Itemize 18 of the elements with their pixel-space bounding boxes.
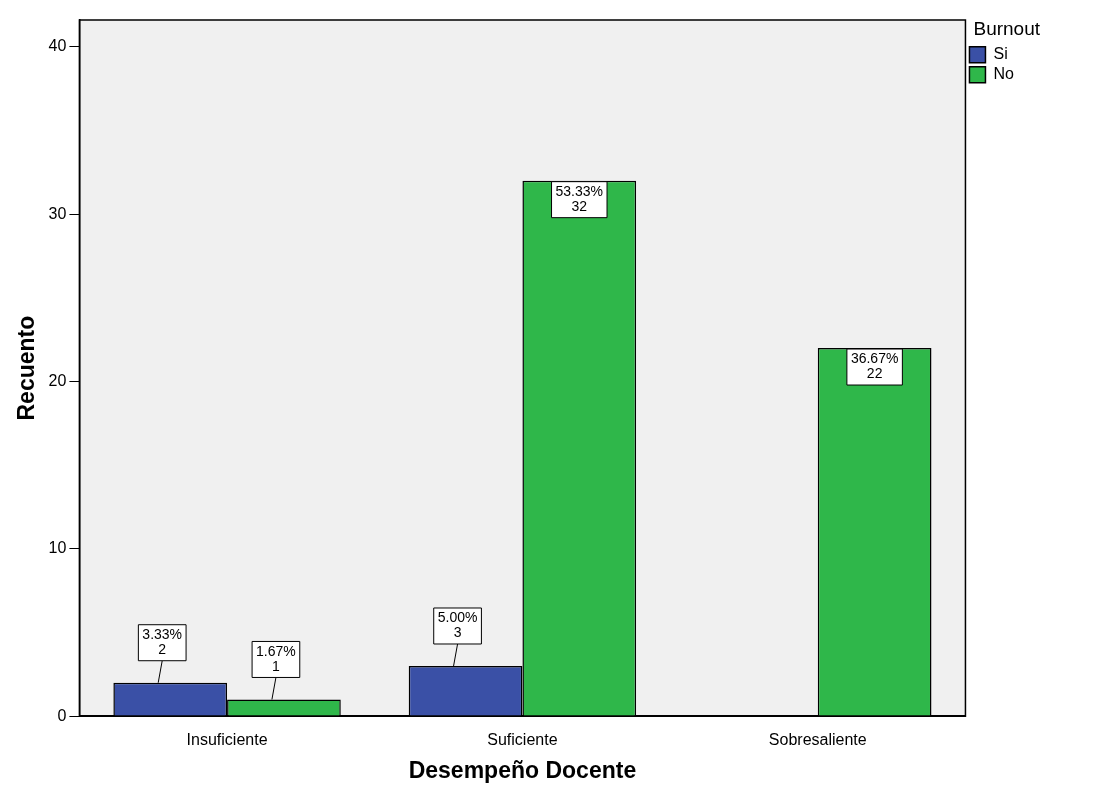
- legend-label: No: [993, 65, 1015, 83]
- data-label: 36.67% 22: [850, 350, 899, 382]
- legend-title: Burnout: [973, 17, 1041, 39]
- data-label: 5.00% 3: [437, 609, 478, 641]
- y-axis-title: Recuento: [13, 315, 40, 421]
- data-label: 53.33% 32: [555, 183, 604, 215]
- legend-label: Si: [993, 45, 1008, 63]
- y-tick-label: 10: [48, 539, 67, 557]
- x-axis-title: Desempeño Docente: [408, 756, 637, 783]
- y-tick-label: 30: [48, 204, 67, 222]
- x-tick-label: Sobresaliente: [768, 731, 867, 749]
- data-label: 1.67% 1: [256, 642, 296, 674]
- data-label: 3.33% 2: [142, 626, 183, 658]
- x-tick-label: Suficiente: [487, 731, 558, 749]
- x-tick-label: Insuficiente: [186, 731, 268, 749]
- y-tick-label: 40: [48, 37, 67, 55]
- y-tick-label: 20: [48, 371, 67, 389]
- y-tick-label: 0: [57, 706, 67, 724]
